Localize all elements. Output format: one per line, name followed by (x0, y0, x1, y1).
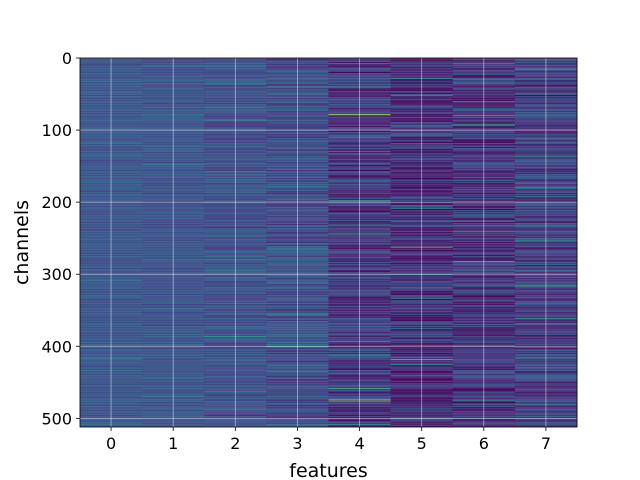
x-tick-label: 3 (292, 434, 302, 453)
y-tick-label: 300 (41, 265, 72, 284)
y-axis-ticks: 0 100 200 300 400 500 (41, 49, 80, 428)
x-tick-label: 1 (168, 434, 178, 453)
x-tick-label: 0 (106, 434, 116, 453)
x-tick-label: 6 (479, 434, 489, 453)
y-axis-label: channels (11, 200, 33, 285)
plot-frame (79, 57, 578, 428)
x-tick-label: 5 (417, 434, 427, 453)
x-axis-label: features (289, 460, 368, 480)
y-tick-label: 200 (41, 193, 72, 212)
heatmap-cells (80, 58, 578, 428)
y-tick-label: 0 (62, 49, 72, 68)
y-tick-label: 500 (41, 409, 72, 428)
y-tick-label: 100 (41, 121, 72, 140)
y-tick-label: 400 (41, 337, 72, 356)
gridlines (80, 57, 577, 427)
x-tick-label: 4 (354, 434, 364, 453)
x-axis-ticks: 0 1 2 3 4 5 6 7 (106, 427, 551, 453)
x-tick-label: 2 (230, 434, 240, 453)
x-tick-label: 7 (541, 434, 551, 453)
